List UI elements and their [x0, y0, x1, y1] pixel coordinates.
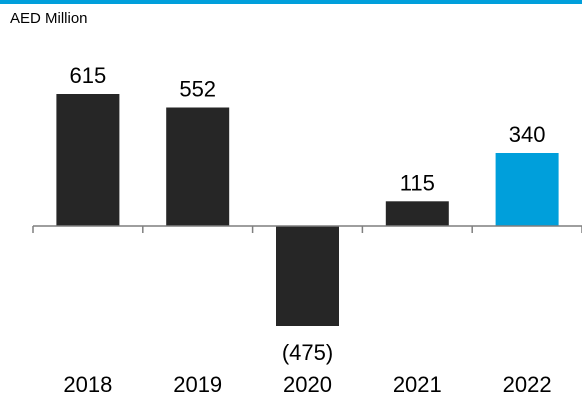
value-label-2021: 115: [400, 170, 435, 195]
value-labels-group: 615 552 (475) 115 340: [70, 63, 546, 365]
bar-2022: [495, 153, 559, 226]
category-label-2019: 2019: [173, 372, 222, 396]
bar-2019: [166, 107, 230, 226]
value-label-2020: (475): [282, 340, 333, 365]
category-label-2021: 2021: [393, 372, 442, 396]
value-label-2019: 552: [179, 77, 216, 102]
value-label-2022: 340: [509, 122, 546, 147]
category-label-2020: 2020: [283, 372, 332, 396]
category-labels-group: 2018 2019 2020 2021 2022: [63, 372, 551, 396]
category-label-2022: 2022: [503, 372, 552, 396]
bar-2021: [385, 201, 449, 226]
bars-group: [56, 94, 559, 326]
bar-2020: [276, 226, 339, 326]
top-rule: [0, 0, 582, 4]
unit-label: AED Million: [10, 10, 88, 27]
category-label-2018: 2018: [63, 372, 112, 396]
x-axis-ticks: [32, 226, 582, 233]
bar-2018: [56, 94, 120, 226]
value-label-2018: 615: [70, 63, 107, 88]
